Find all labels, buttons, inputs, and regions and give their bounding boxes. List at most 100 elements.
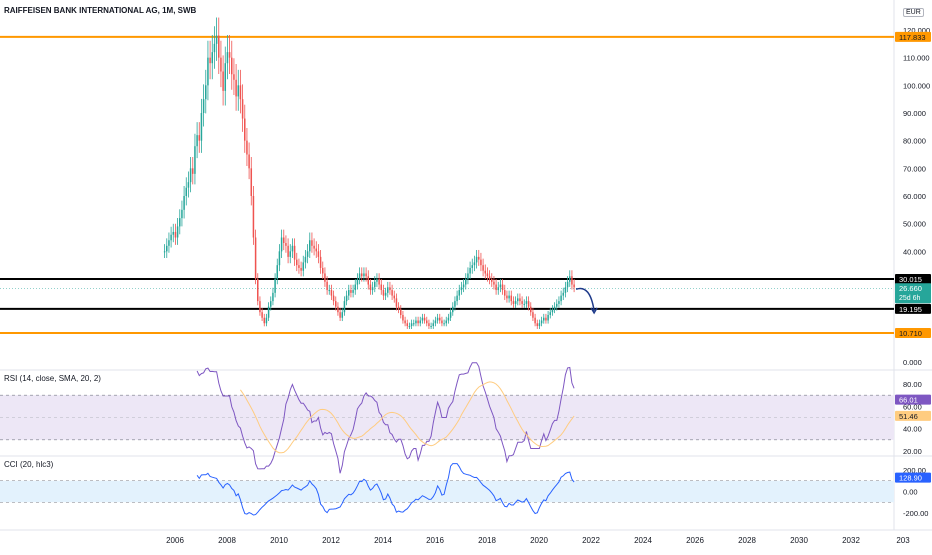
candle[interactable] xyxy=(452,302,454,316)
symbol-title[interactable]: RAIFFEISEN BANK INTERNATIONAL AG, 1M, SW… xyxy=(4,6,196,15)
candle[interactable] xyxy=(514,296,517,308)
candle[interactable] xyxy=(313,238,315,256)
candle[interactable] xyxy=(391,284,393,301)
candle[interactable] xyxy=(495,279,497,295)
candle[interactable] xyxy=(488,270,491,285)
candle[interactable] xyxy=(408,322,411,329)
candle[interactable] xyxy=(439,313,441,324)
candle[interactable] xyxy=(319,249,322,274)
candle[interactable] xyxy=(326,276,328,295)
candle[interactable] xyxy=(547,310,549,324)
candle[interactable] xyxy=(445,316,448,327)
candle[interactable] xyxy=(176,217,179,245)
candle[interactable] xyxy=(300,261,302,277)
cci-title[interactable]: CCI (20, hlc3) xyxy=(4,460,53,469)
candle[interactable] xyxy=(358,267,361,285)
candle[interactable] xyxy=(246,127,248,166)
candle[interactable] xyxy=(354,279,357,295)
candle[interactable] xyxy=(257,273,259,306)
candle[interactable] xyxy=(311,232,313,253)
candle[interactable] xyxy=(378,273,380,290)
candle[interactable] xyxy=(322,261,324,279)
price-badge[interactable]: 19.195 xyxy=(895,303,931,314)
candle[interactable] xyxy=(285,235,287,253)
candle[interactable] xyxy=(296,252,298,272)
candle[interactable] xyxy=(540,316,543,327)
candle[interactable] xyxy=(434,316,437,327)
candle[interactable] xyxy=(200,98,203,153)
candle[interactable] xyxy=(501,279,504,295)
candle[interactable] xyxy=(504,284,506,301)
candle[interactable] xyxy=(551,305,554,316)
candle[interactable] xyxy=(417,316,419,327)
price-badge[interactable]: 117.833 xyxy=(895,31,931,42)
candle[interactable] xyxy=(573,279,575,293)
candle[interactable] xyxy=(428,319,430,329)
candle[interactable] xyxy=(205,69,207,114)
candle[interactable] xyxy=(228,34,231,74)
candle[interactable] xyxy=(430,322,432,329)
candle[interactable] xyxy=(328,284,331,295)
candle[interactable] xyxy=(415,316,417,327)
candle[interactable] xyxy=(387,281,389,298)
candle[interactable] xyxy=(192,156,194,185)
candle[interactable] xyxy=(213,26,216,69)
candle[interactable] xyxy=(348,284,350,301)
candle[interactable] xyxy=(527,296,530,311)
candle[interactable] xyxy=(538,319,541,329)
candle[interactable] xyxy=(400,305,402,319)
candle[interactable] xyxy=(556,299,558,311)
candle[interactable] xyxy=(491,273,493,287)
candle[interactable] xyxy=(302,255,305,277)
candle[interactable] xyxy=(181,200,183,227)
candle[interactable] xyxy=(460,281,463,295)
candle[interactable] xyxy=(480,252,482,272)
candle[interactable] xyxy=(465,273,467,290)
rsi-ma-line[interactable] xyxy=(239,381,575,454)
candle[interactable] xyxy=(519,293,521,306)
candle[interactable] xyxy=(259,296,261,316)
candle[interactable] xyxy=(469,261,471,279)
candle[interactable] xyxy=(172,223,175,243)
candle[interactable] xyxy=(367,270,370,290)
candle[interactable] xyxy=(194,133,196,185)
candle[interactable] xyxy=(426,316,428,327)
candle[interactable] xyxy=(413,319,415,327)
candle[interactable] xyxy=(406,319,409,329)
candle[interactable] xyxy=(421,313,424,324)
candle[interactable] xyxy=(324,267,326,287)
candle[interactable] xyxy=(185,177,188,206)
rsi-title[interactable]: RSI (14, close, SMA, 20, 2) xyxy=(4,374,101,383)
candle[interactable] xyxy=(423,313,426,324)
candle[interactable] xyxy=(350,284,352,298)
price-badge[interactable]: 10.710 xyxy=(895,327,931,338)
candle[interactable] xyxy=(384,287,387,301)
candle[interactable] xyxy=(456,290,458,306)
candle[interactable] xyxy=(250,156,253,206)
candle[interactable] xyxy=(207,40,209,101)
candle[interactable] xyxy=(287,238,289,264)
candle[interactable] xyxy=(241,84,244,132)
candle[interactable] xyxy=(248,142,250,180)
candle[interactable] xyxy=(560,290,562,306)
candle[interactable] xyxy=(369,279,372,295)
candle[interactable] xyxy=(343,296,346,316)
candle[interactable] xyxy=(244,104,246,153)
candle[interactable] xyxy=(352,284,354,298)
candle[interactable] xyxy=(521,296,523,308)
currency-label[interactable]: EUR xyxy=(903,8,924,17)
candle[interactable] xyxy=(183,186,185,219)
candle[interactable] xyxy=(393,290,396,303)
candle[interactable] xyxy=(231,40,233,90)
candle[interactable] xyxy=(374,276,376,293)
candle[interactable] xyxy=(545,313,547,324)
candle[interactable] xyxy=(263,313,266,327)
candle[interactable] xyxy=(449,308,452,322)
projection-arrow[interactable] xyxy=(575,287,595,312)
candle[interactable] xyxy=(309,232,311,258)
candle[interactable] xyxy=(198,122,201,153)
candle[interactable] xyxy=(389,281,391,295)
candle[interactable] xyxy=(467,267,469,285)
candle[interactable] xyxy=(402,310,404,324)
